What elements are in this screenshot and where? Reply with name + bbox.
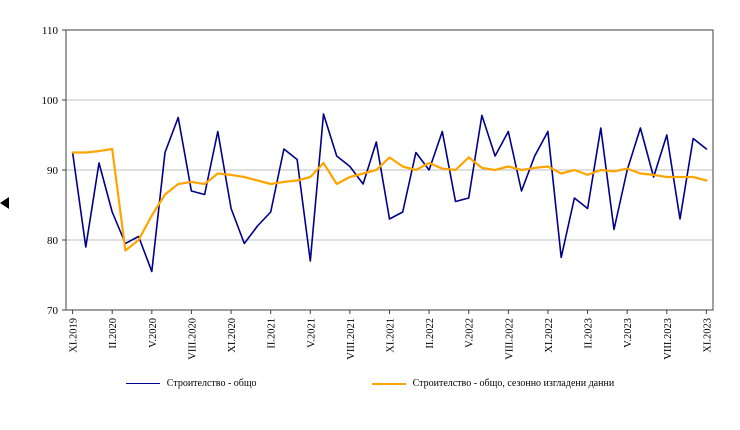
y-axis-label-90: 90: [47, 165, 59, 177]
x-axis-label-XI.2020: XI.2020: [227, 318, 238, 353]
x-axis-label-II.2023: II.2023: [584, 318, 595, 349]
series-line-0: [71, 113, 708, 273]
x-axis-label-XI.2021: XI.2021: [386, 318, 397, 353]
legend-label-seasonally-adjusted: Строителство - общо, сезонно изгладени д…: [412, 378, 615, 389]
y-axis-label-110: 110: [42, 25, 59, 37]
x-axis-label-XI.2022: XI.2022: [544, 318, 555, 353]
y-axis-label-100: 100: [42, 95, 59, 107]
x-axis-label-XI.2023: XI.2023: [702, 318, 713, 353]
x-axis-label-VIII.2022: VIII.2022: [504, 318, 515, 360]
legend-line-swatch-navy: [125, 383, 160, 384]
left-arrow-icon: [0, 197, 9, 209]
legend-item-seasonally-adjusted: Строителство - общо, сезонно изгладени д…: [371, 378, 615, 389]
x-axis-label-V.2022: V.2022: [465, 318, 476, 348]
chart-canvas: 70 80 90 100 110 XI.2019 II.2020 V.2020 VIII.202…: [42, 25, 714, 360]
legend-line-swatch-orange: [371, 382, 406, 385]
x-axis-label-VIII.2023: VIII.2023: [663, 318, 674, 360]
chart-legend: Строителство - общо Строителство - общо,…: [0, 378, 740, 389]
y-axis-label-70: 70: [47, 305, 59, 317]
x-axis-label-XI.2019: XI.2019: [69, 318, 80, 353]
x-axis-label-V.2021: V.2021: [306, 318, 317, 348]
x-axis-label-II.2020: II.2020: [108, 318, 119, 349]
legend-label-total: Строителство - общо: [166, 378, 257, 389]
x-axis-label-II.2021: II.2021: [267, 318, 278, 349]
series-line-1: [71, 147, 708, 252]
legend-item-total: Строителство - общо: [125, 378, 257, 389]
x-axis-label-VIII.2020: VIII.2020: [187, 318, 198, 360]
y-axis-label-80: 80: [47, 235, 59, 247]
x-axis-label-V.2023: V.2023: [623, 318, 634, 348]
x-axis-label-V.2020: V.2020: [148, 318, 159, 348]
x-axis-label-VIII.2021: VIII.2021: [346, 318, 357, 360]
x-axis-label-II.2022: II.2022: [425, 318, 436, 349]
